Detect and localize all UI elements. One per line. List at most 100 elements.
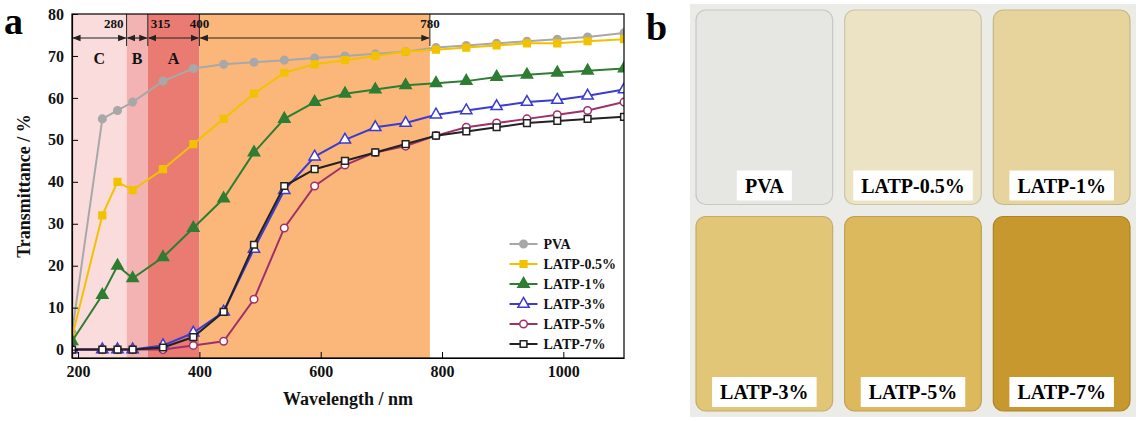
film-label-text: LATP-0.5% <box>861 175 965 197</box>
series-marker <box>114 346 121 353</box>
series-marker <box>370 121 381 131</box>
x-axis-tick: 200 <box>67 352 91 380</box>
series-marker <box>463 44 470 51</box>
y-axis-tick-label: 40 <box>48 173 64 190</box>
y-axis-tick-mark <box>72 182 78 183</box>
series-marker <box>309 150 320 160</box>
x-axis-title: Wavelength / nm <box>283 389 413 409</box>
series-marker <box>521 96 532 106</box>
band-boundary-label: 780 <box>420 16 440 31</box>
band-boundary <box>147 14 148 46</box>
legend-item: LATP-1% <box>510 277 606 292</box>
x-axis-tick: 400 <box>188 352 212 380</box>
legend-item: LATP-5% <box>510 317 606 332</box>
series-marker <box>342 57 349 64</box>
series-marker <box>430 108 441 118</box>
figure: 280C315B400A7802004006008001000010203040… <box>0 0 1140 421</box>
x-axis-tick-mark <box>563 352 564 358</box>
series-marker <box>618 83 624 93</box>
film-label: LATP-7% <box>1009 377 1114 407</box>
x-axis-tick-mark <box>321 352 322 358</box>
band-arrow <box>149 37 199 38</box>
series-marker <box>160 166 167 173</box>
x-axis-tick-mark <box>199 352 200 358</box>
y-axis-tick: 10 <box>48 299 78 316</box>
film-label-box <box>1009 171 1114 201</box>
series-marker <box>99 212 106 219</box>
film-label-text: LATP-5% <box>869 381 958 403</box>
y-axis-tick-label: 20 <box>48 257 64 274</box>
band-boundary-label: 400 <box>190 16 210 31</box>
y-axis-tick-mark <box>72 14 78 15</box>
series-marker <box>311 61 318 68</box>
series-marker <box>342 157 349 164</box>
series-line <box>72 117 624 350</box>
series-marker <box>493 124 500 131</box>
legend-label: LATP-0.5% <box>544 257 616 272</box>
x-axis-line <box>73 358 625 359</box>
series-marker <box>372 53 379 60</box>
series-marker <box>159 77 167 85</box>
y-axis-tick: 80 <box>48 6 78 23</box>
series-marker <box>99 115 107 123</box>
series-marker <box>251 241 258 248</box>
series-marker <box>491 100 502 110</box>
y-axis-tick-mark <box>72 224 78 225</box>
series-marker <box>129 187 136 194</box>
x-axis-tick-mark <box>442 352 443 358</box>
film-label-text: LATP-3% <box>720 381 809 403</box>
y-axis-tick-mark <box>72 350 78 351</box>
series-marker <box>220 116 227 123</box>
series-marker <box>433 132 440 139</box>
series-marker <box>190 65 198 73</box>
panel-letter: a <box>4 0 23 42</box>
film-label-box <box>737 171 792 201</box>
series-marker <box>400 79 411 89</box>
series-marker <box>190 334 197 341</box>
x-axis-tick-label: 200 <box>67 363 91 380</box>
film <box>696 10 833 205</box>
x-axis: 2004006008001000 <box>67 352 625 380</box>
series-marker <box>402 141 409 148</box>
band-arrow <box>128 37 147 38</box>
band-boundary-label: 280 <box>104 16 124 31</box>
legend-marker <box>520 240 528 248</box>
y-axis-tick: 30 <box>48 215 78 232</box>
film-label: LATP-1% <box>1009 171 1114 201</box>
series-marker <box>281 56 289 64</box>
y-axis-tick-mark <box>72 266 78 267</box>
wavelength-band <box>199 14 430 358</box>
series-marker <box>370 83 381 93</box>
film <box>993 217 1130 412</box>
legend-item: PVA <box>510 237 572 252</box>
band-boundary <box>126 14 127 46</box>
y-axis-title: Transmittance / % <box>14 114 34 258</box>
series-marker <box>97 289 108 299</box>
series-marker <box>279 112 290 122</box>
y-axis-tick: 50 <box>48 131 78 148</box>
series-marker <box>618 62 624 72</box>
film <box>993 10 1130 205</box>
series-marker <box>584 107 592 115</box>
x-axis-tick-label: 1000 <box>548 363 580 380</box>
legend-marker <box>518 297 529 307</box>
series-line <box>72 39 624 337</box>
band-boundary-label: 315 <box>151 16 171 31</box>
series-marker <box>112 343 123 353</box>
legend: PVALATP-0.5%LATP-1%LATP-3%LATP-5%LATP-7% <box>510 237 616 352</box>
film-label-text: PVA <box>745 175 784 197</box>
band-arrow <box>200 37 429 38</box>
series-marker <box>400 117 411 127</box>
y-axis-tick-mark <box>72 308 78 309</box>
y-axis-tick-label: 50 <box>48 131 64 148</box>
series-marker <box>190 141 197 148</box>
series-marker <box>127 272 138 282</box>
x-axis-tick: 600 <box>309 352 333 380</box>
y-axis-tick-label: 80 <box>48 6 64 23</box>
series-marker <box>309 96 320 106</box>
series-marker <box>160 344 167 351</box>
y-axis-tick: 20 <box>48 257 78 274</box>
series-marker <box>372 149 379 156</box>
series-marker <box>311 182 319 190</box>
series-marker <box>218 305 229 315</box>
